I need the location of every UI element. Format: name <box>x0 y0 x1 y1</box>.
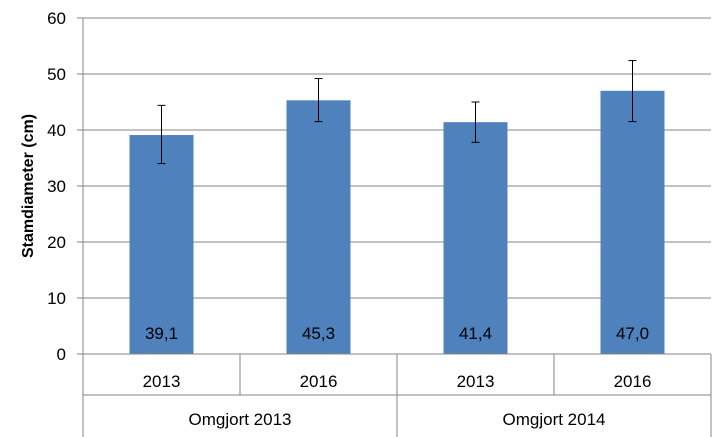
x-category-label: 2013 <box>143 372 181 391</box>
bar <box>600 90 665 355</box>
y-tick-label: 50 <box>47 65 66 84</box>
x-category-label: 2013 <box>457 372 495 391</box>
y-tick-label: 60 <box>47 9 66 28</box>
data-label: 47,0 <box>616 324 649 343</box>
y-axis-title: Stamdiameter (cm) <box>20 114 37 258</box>
bar <box>129 135 194 354</box>
data-label: 39,1 <box>145 324 178 343</box>
axes <box>77 17 712 437</box>
y-tick-label: 0 <box>57 345 66 364</box>
y-tick-label: 20 <box>47 233 66 252</box>
y-tick-label: 30 <box>47 177 66 196</box>
data-label: 45,3 <box>302 324 335 343</box>
error-bars <box>157 60 637 165</box>
labels: 0 10 20 30 40 50 60 39,1 2013 45,3 2016 41,4 2013 47,… <box>47 9 651 429</box>
y-tick-label: 40 <box>47 121 66 140</box>
bars <box>129 90 665 355</box>
x-group-label: Omgjort 2014 <box>503 410 606 429</box>
bar <box>286 100 351 354</box>
x-category-label: 2016 <box>614 372 652 391</box>
bar <box>443 122 508 354</box>
x-group-label: Omgjort 2013 <box>189 410 292 429</box>
x-category-label: 2016 <box>300 372 338 391</box>
y-tick-label: 10 <box>47 289 66 308</box>
data-label: 41,4 <box>459 324 492 343</box>
